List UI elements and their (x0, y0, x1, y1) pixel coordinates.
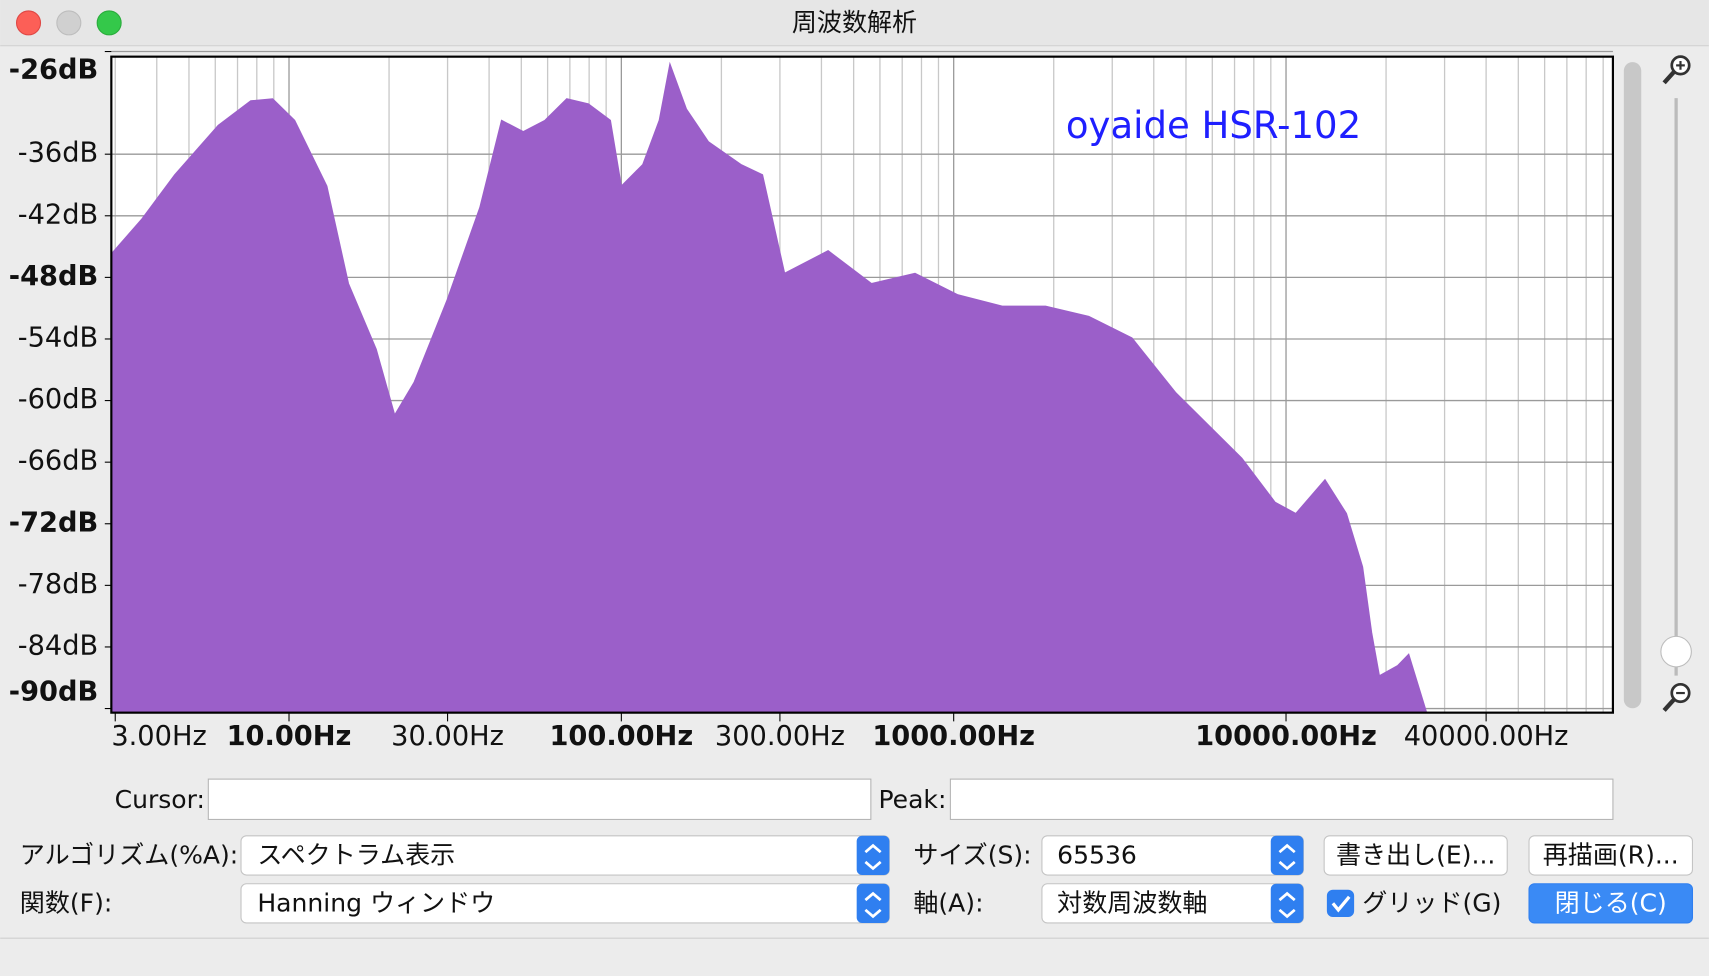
replot-button-label: 再描画(R)... (1543, 840, 1679, 869)
grid-checkbox-label: グリッド(G) (1362, 888, 1501, 917)
size-value: 65536 (1057, 840, 1137, 869)
algorithm-value: スペクトラム表示 (257, 840, 455, 869)
window-title: 周波数解析 (792, 8, 917, 37)
plot: -26dB -36dB -42dB -48dB -54dB -60dB -66dB -72dB… (9, 50, 1615, 752)
plot-border (110, 55, 1615, 714)
x-tick-label: 100.00Hz (549, 721, 693, 752)
y-tick-label: -84dB (18, 630, 98, 661)
algorithm-label: アルゴリズム(%A): (20, 840, 238, 869)
zoom-slider-knob[interactable] (1660, 635, 1692, 668)
y-tick-label: -36dB (18, 138, 98, 169)
zoom-in-icon[interactable] (1662, 55, 1691, 85)
algorithm-select[interactable]: スペクトラム表示 (240, 835, 890, 876)
minimize-window[interactable] (56, 10, 82, 36)
close-window[interactable] (15, 10, 42, 36)
close-button-label: 閉じる(C) (1555, 888, 1667, 917)
x-tick-label: 300.00Hz (715, 721, 845, 752)
function-value: Hanning ウィンドウ (257, 888, 495, 917)
y-tick-label: -72dB (9, 507, 98, 538)
y-tick-label: -54dB (18, 322, 98, 353)
y-tick-label: -26dB (9, 54, 98, 85)
peak-field[interactable] (949, 778, 1614, 820)
x-tick-label: 3.00Hz (111, 721, 206, 752)
y-tick-label: -90dB (9, 677, 98, 708)
zoom-window[interactable] (96, 10, 122, 36)
scrollbar[interactable] (1623, 62, 1642, 709)
y-tick-label: -78dB (18, 569, 98, 600)
size-select[interactable]: 65536 (1041, 835, 1304, 876)
close-button[interactable]: 閉じる(C) (1528, 883, 1694, 924)
cursor-field[interactable] (207, 778, 872, 820)
x-tick-label: 40000.00Hz (1404, 721, 1569, 752)
zoom-out-icon[interactable] (1662, 682, 1691, 712)
size-label: サイズ(S): (913, 840, 1031, 869)
checkmark (1331, 895, 1351, 913)
title-bar (0, 0, 1709, 46)
x-tick-label: 30.00Hz (391, 721, 504, 752)
replot-button[interactable]: 再描画(R)... (1528, 835, 1694, 876)
x-tick-label: 1000.00Hz (872, 721, 1035, 752)
cursor-label: Cursor: (115, 785, 205, 814)
y-tick-label: -66dB (18, 446, 98, 477)
function-select[interactable]: Hanning ウィンドウ (240, 883, 890, 924)
x-tick-label: 10000.00Hz (1195, 721, 1377, 752)
axis-select[interactable]: 対数周波数軸 (1041, 883, 1304, 924)
y-tick-label: -42dB (18, 199, 98, 230)
y-tick-label: -60dB (18, 384, 98, 415)
spectrum-area (110, 61, 1428, 714)
export-button-label: 書き出し(E)... (1336, 840, 1495, 869)
axis-label: 軸(A): (913, 888, 983, 917)
chart-annotation: oyaide HSR-102 (1066, 104, 1361, 147)
y-tick-label: -48dB (9, 261, 98, 292)
grid-checkbox[interactable] (1326, 889, 1355, 917)
peak-label: Peak: (878, 785, 946, 814)
function-label: 関数(F): (20, 888, 112, 917)
axis-value: 対数周波数軸 (1057, 888, 1207, 917)
export-button[interactable]: 書き出し(E)... (1323, 835, 1508, 876)
x-tick-label: 10.00Hz (227, 721, 352, 752)
